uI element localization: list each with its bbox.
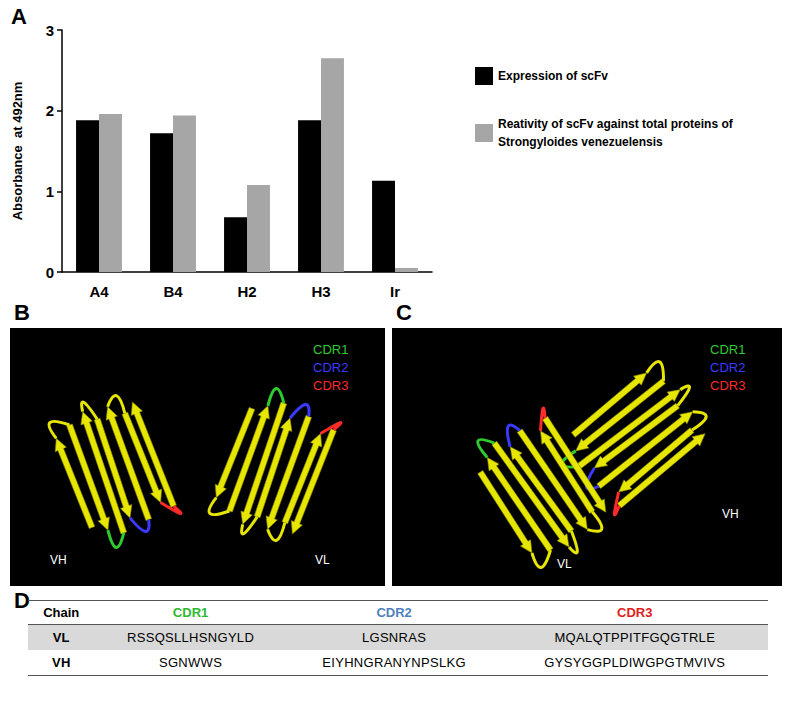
- svg-text:Expression of scFv: Expression of scFv: [498, 69, 608, 83]
- svg-text:1: 1: [46, 183, 54, 200]
- html-text:CDR1: CDR1: [172, 605, 209, 620]
- svg-text:VH: VH: [722, 507, 739, 521]
- html-text:Chain: Chain: [43, 605, 80, 620]
- svg-text:Ir: Ir: [390, 283, 400, 300]
- svg-text:0: 0: [46, 264, 54, 281]
- html-text:CDR3: CDR3: [617, 605, 653, 620]
- html-text:EIYHNGRANYNPSLKG: EIYHNGRANYNPSLKG: [322, 655, 466, 670]
- html-text:B: B: [14, 300, 30, 325]
- html-text:GYSYGGPLDIWGPGTMVIVS: GYSYGGPLDIWGPGTMVIVS: [544, 655, 726, 670]
- svg-text:CDR1: CDR1: [313, 342, 348, 357]
- html-text:D: D: [14, 588, 30, 613]
- svg-text:VL: VL: [557, 557, 572, 571]
- svg-text:CDR2: CDR2: [710, 360, 745, 375]
- html-text:MQALQTPPITFGQGTRLE: MQALQTPPITFGQGTRLE: [554, 630, 716, 645]
- html-text:CDR2: CDR2: [376, 605, 412, 620]
- svg-text:Absorbance at 492nm: Absorbance at 492nm: [10, 82, 25, 221]
- svg-text:H3: H3: [311, 283, 330, 300]
- svg-text:CDR3: CDR3: [313, 378, 348, 393]
- svg-text:H2: H2: [237, 283, 256, 300]
- html-text:VL: VL: [52, 630, 70, 645]
- svg-text:2: 2: [46, 102, 54, 119]
- svg-text:3: 3: [46, 22, 54, 39]
- html-text:C: C: [396, 300, 412, 325]
- html-text:RSSQSLLHSNGYLD: RSSQSLLHSNGYLD: [127, 630, 255, 645]
- svg-text:VL: VL: [315, 553, 330, 567]
- svg-text:Strongyloides venezuelensis: Strongyloides venezuelensis: [498, 135, 663, 149]
- svg-text:Reativity of scFv against tota: Reativity of scFv against total proteins…: [498, 117, 736, 131]
- svg-text:CDR2: CDR2: [313, 360, 348, 375]
- svg-text:B4: B4: [163, 283, 183, 300]
- html-text:VH: VH: [51, 655, 71, 670]
- html-text:SGNWWS: SGNWWS: [159, 655, 223, 670]
- html-text:LGSNRAS: LGSNRAS: [362, 630, 427, 645]
- svg-text:CDR1: CDR1: [710, 342, 745, 357]
- svg-text:A: A: [11, 4, 27, 29]
- svg-text:CDR3: CDR3: [710, 378, 745, 393]
- svg-text:VH: VH: [50, 553, 67, 567]
- svg-text:A4: A4: [89, 283, 109, 300]
